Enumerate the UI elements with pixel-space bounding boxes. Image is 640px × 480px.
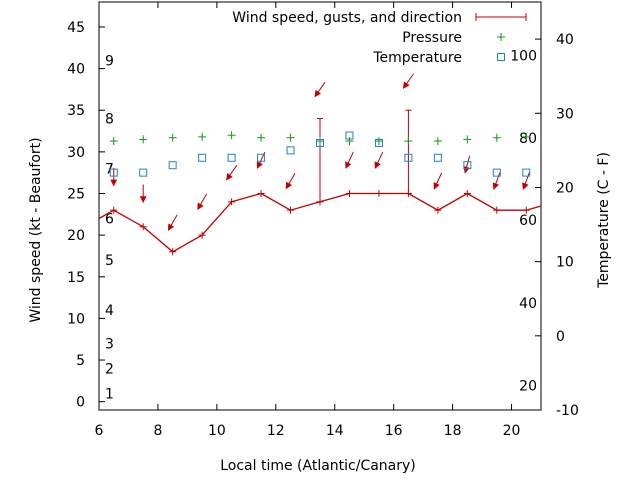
legend-entry-temperature: Temperature <box>372 50 505 66</box>
wind-direction-arrowhead <box>167 223 175 231</box>
y-tick-label: 15 <box>67 270 85 286</box>
y2-tick-label: 10 <box>556 255 574 271</box>
y2-tick-label: 30 <box>556 106 574 122</box>
plot-area <box>98 73 542 256</box>
y-tick-label: 5 <box>76 353 85 369</box>
wind-direction-arrowhead <box>374 161 381 169</box>
axes-layer: 6 8 10 12 14 16 18 20051015202530354045-1001020… <box>67 1 579 439</box>
y2-axis-label: Temperature (C - F) <box>596 152 612 289</box>
x-axis-label: Local time (Atlantic/Canary) <box>220 458 416 474</box>
x-tick-label: 8 <box>153 423 162 439</box>
legend-entry-pressure: Pressure <box>402 30 505 46</box>
beaufort-label: 7 <box>105 162 114 178</box>
fahrenheit-label: 80 <box>519 131 537 147</box>
y-tick-label: 35 <box>67 103 85 119</box>
beaufort-label: 1 <box>105 386 114 402</box>
legend-label-pressure: Pressure <box>402 30 462 46</box>
y-tick-label: 10 <box>67 311 85 327</box>
fahrenheit-label: 40 <box>519 296 537 312</box>
y-tick-label: 0 <box>76 395 85 411</box>
wind-direction-arrowhead <box>522 182 529 191</box>
wind-direction-arrowhead <box>433 182 440 190</box>
temperature-point <box>463 161 472 170</box>
temperature-point <box>257 153 266 162</box>
fahrenheit-label: 60 <box>519 213 537 229</box>
y-tick-label: 30 <box>67 145 85 161</box>
wind-direction-arrowhead <box>226 172 233 181</box>
wind-direction-arrowhead <box>256 161 263 169</box>
temperature-point <box>109 168 118 177</box>
y2-tick-label: 0 <box>556 329 565 345</box>
plot-frame <box>98 1 542 411</box>
wind-direction-arrowhead <box>139 196 147 204</box>
wind-direction-arrowhead <box>463 166 470 174</box>
temperature-point <box>286 146 295 155</box>
x-tick-label: 14 <box>326 423 344 439</box>
wind-direction-arrowhead <box>110 179 118 187</box>
beaufort-label: 3 <box>105 336 114 352</box>
beaufort-label: 8 <box>105 112 114 128</box>
y2-tick-label: 20 <box>556 180 574 196</box>
legend-entry-wind: Wind speed, gusts, and direction <box>232 10 527 26</box>
x-tick-label: 10 <box>208 423 226 439</box>
x-tick-label: 20 <box>503 423 521 439</box>
wind-direction-arrowhead <box>197 202 204 211</box>
wind-direction-arrowhead <box>345 161 352 169</box>
temperature-point <box>227 153 236 162</box>
beaufort-label: 6 <box>105 211 114 227</box>
temperature-point <box>345 131 354 140</box>
y-tick-label: 20 <box>67 228 85 244</box>
y2-tick-label: -10 <box>556 403 579 419</box>
temperature-point <box>374 138 383 147</box>
beaufort-label: 4 <box>105 303 114 319</box>
temperature-point <box>316 138 324 147</box>
wind-direction-arrowhead <box>285 181 293 190</box>
fahrenheit-label: 20 <box>519 379 537 395</box>
legend-label-wind: Wind speed, gusts, and direction <box>232 10 462 26</box>
beaufort-label: 5 <box>105 253 114 269</box>
x-tick-label: 18 <box>444 423 462 439</box>
temperature-point <box>492 168 501 177</box>
fahrenheit-label: 100 <box>510 48 537 64</box>
x-tick-label: 16 <box>385 423 403 439</box>
wind-direction-arrowhead <box>492 182 500 191</box>
x-tick-label: 6 <box>95 423 104 439</box>
legend-label-temperature: Temperature <box>372 50 462 66</box>
wind-direction-arrowhead <box>402 81 410 89</box>
beaufort-label: 9 <box>105 53 114 69</box>
y-tick-label: 40 <box>67 62 85 78</box>
y-axis-label: Wind speed (kt - Beaufort) <box>28 137 44 322</box>
temperature-point <box>139 168 148 177</box>
temperature-point <box>433 153 442 162</box>
temperature-point <box>404 153 413 162</box>
temperature-point <box>168 161 177 170</box>
wind-direction-arrowhead <box>314 89 322 98</box>
y-tick-label: 45 <box>67 20 85 36</box>
beaufort-label: 2 <box>105 361 114 377</box>
temperature-point <box>522 168 531 177</box>
legend: Wind speed, gusts, and direction Pressur… <box>232 10 527 66</box>
y2-tick-label: 40 <box>556 32 574 48</box>
x-tick-label: 12 <box>267 423 285 439</box>
temperature-point <box>198 153 207 162</box>
y-tick-label: 25 <box>67 187 85 203</box>
